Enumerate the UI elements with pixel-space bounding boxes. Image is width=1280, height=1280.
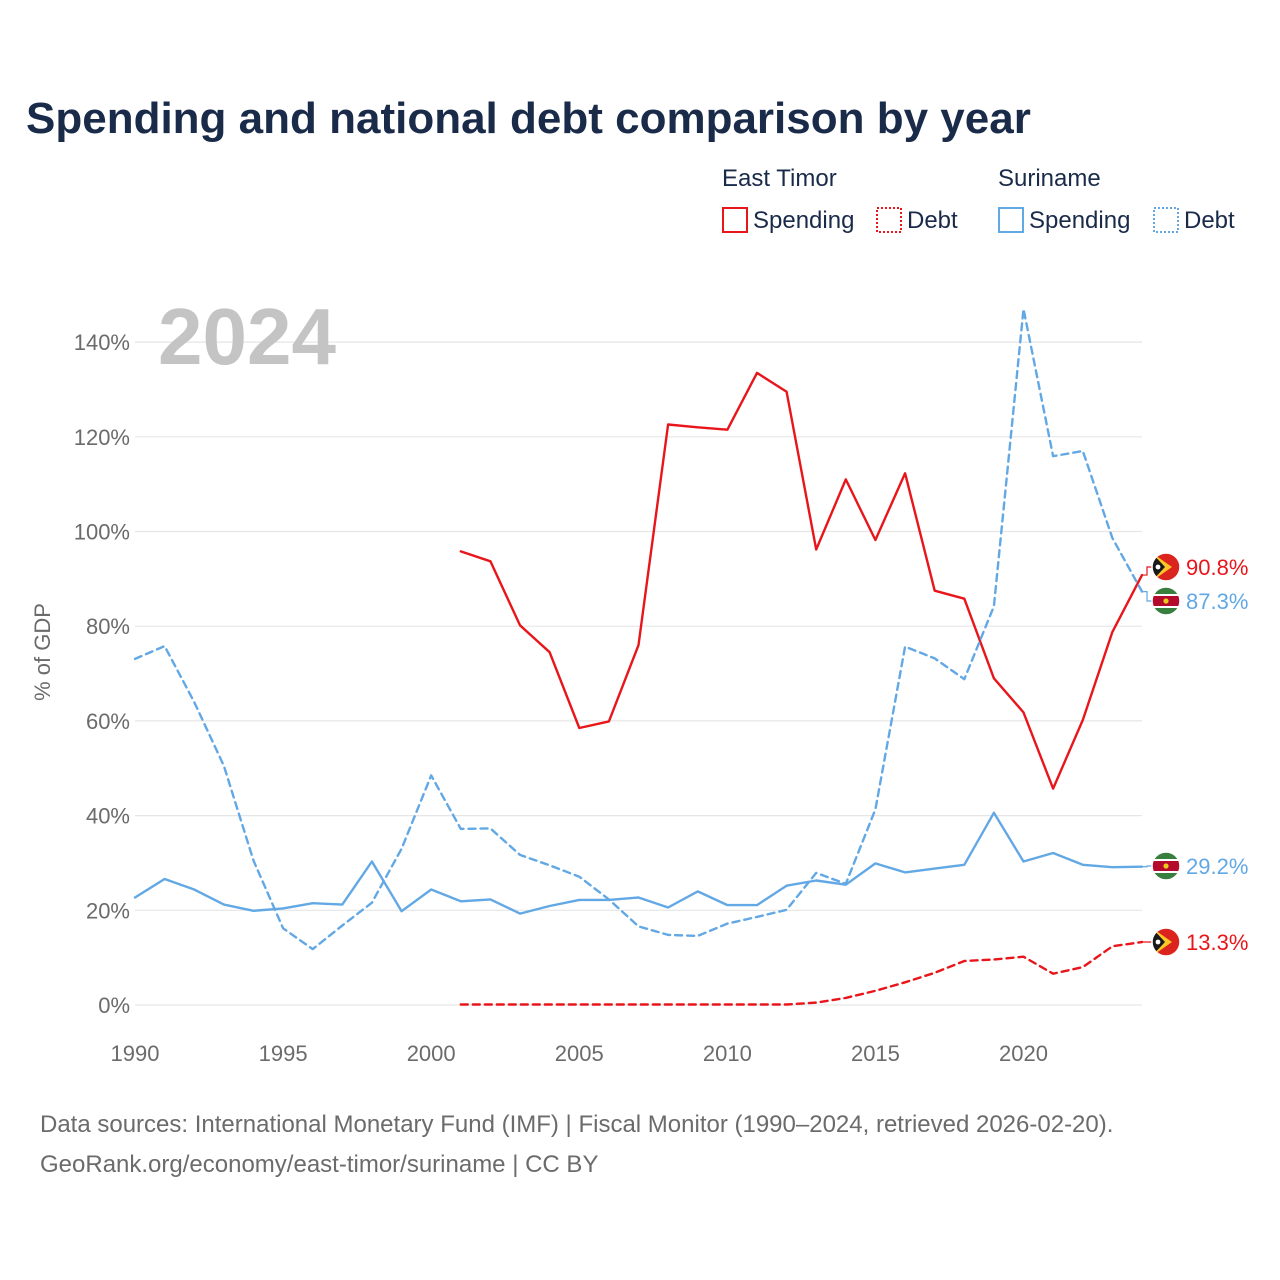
y-axis-label: % of GDP [30,603,55,701]
legend-swatch-east-timor-debt [876,207,902,233]
y-tick-label: 0% [98,993,130,1018]
suriname-flag-icon [1152,852,1180,880]
series-line-suriname-debt [133,307,1144,951]
end-markers: 90.8% 13.3% 29.2% 87.3% [1142,552,1248,957]
east-timor-flag-icon [1152,553,1180,581]
series-line-suriname-spending [133,811,1144,915]
legend-label-suriname-spending: Spending [1029,207,1130,234]
x-tick-label: 1995 [259,1041,308,1066]
end-value-label: 13.3% [1186,930,1248,955]
legend-label-east-timor-spending: Spending [753,207,854,234]
legend-group-east-timor: East Timor [722,165,837,192]
series-line-east-timor-debt [459,940,1144,1006]
legend-label-east-timor-debt: Debt [907,207,958,234]
legend-group-suriname: Suriname [998,165,1101,192]
footer-sources: Data sources: International Monetary Fun… [40,1111,1113,1138]
y-tick-label: 20% [86,898,130,923]
end-connector [1142,566,1152,576]
series-line-east-timor-spending [459,371,1144,790]
legend-label-suriname-debt: Debt [1184,207,1235,234]
suriname-flag-icon [1152,587,1180,615]
end-marker-suriname-spending: 29.2% [1142,851,1248,881]
y-axis-ticks: 0% 20% 40% 60% 80% 100% 120% 140% [74,330,130,1018]
legend-swatch-suriname-debt [1153,207,1179,233]
x-tick-label: 2015 [851,1041,900,1066]
end-value-label: 90.8% [1186,555,1248,580]
x-tick-label: 2005 [555,1041,604,1066]
x-axis-ticks: 1990 1995 2000 2005 2010 2015 2020 [111,1041,1048,1066]
east-timor-flag-icon [1152,928,1180,956]
x-tick-label: 2010 [703,1041,752,1066]
x-tick-label: 1990 [111,1041,160,1066]
legend-swatch-suriname-spending [998,207,1024,233]
x-tick-label: 2020 [999,1041,1048,1066]
y-tick-label: 120% [74,425,130,450]
gridlines [135,341,1142,1006]
series-lines [133,307,1144,1006]
chart-title: Spending and national debt comparison by… [26,94,1031,143]
end-marker-suriname-debt: 87.3% [1142,586,1248,616]
end-value-label: 87.3% [1186,589,1248,614]
y-tick-label: 40% [86,804,130,829]
footer-link: GeoRank.org/economy/east-timor/suriname … [40,1151,598,1178]
year-watermark: 2024 [158,292,336,381]
y-tick-label: 140% [74,330,130,355]
legend-swatch-east-timor-spending [722,207,748,233]
x-tick-label: 2000 [407,1041,456,1066]
end-marker-east-timor-debt: 13.3% [1142,927,1248,957]
end-connector [1142,591,1152,602]
end-value-label: 29.2% [1186,854,1248,879]
y-tick-label: 100% [74,520,130,545]
y-tick-label: 60% [86,709,130,734]
legend: East Timor Spending Debt Suriname Spendi… [722,165,1235,234]
end-connector [1142,865,1152,868]
end-marker-east-timor-spending: 90.8% [1142,552,1248,582]
y-tick-label: 80% [86,614,130,639]
